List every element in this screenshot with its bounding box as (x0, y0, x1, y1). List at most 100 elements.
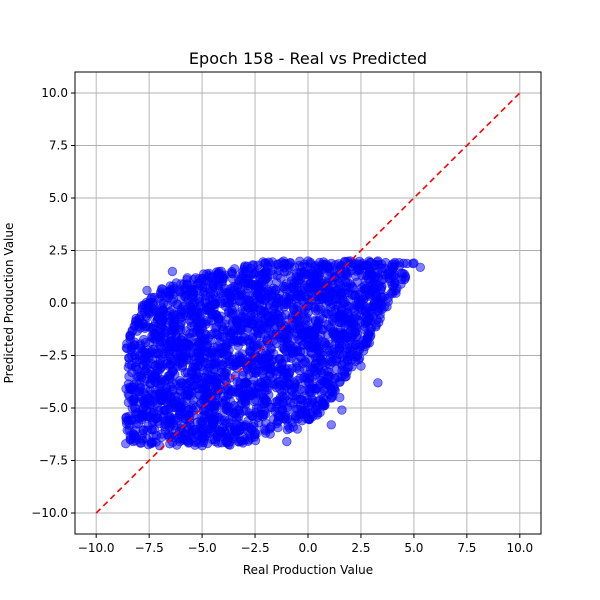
scatter-point (214, 426, 224, 437)
scatter-point (306, 387, 317, 398)
scatter-point (303, 413, 313, 424)
scatter-point (239, 262, 250, 273)
scatter-point (209, 434, 220, 445)
scatter-point (151, 374, 162, 384)
scatter-point (263, 268, 273, 278)
scatter-point (283, 421, 293, 431)
scatter-points (121, 256, 426, 451)
scatter-point (323, 321, 333, 331)
scatter-point (225, 418, 235, 428)
scatter-point (326, 420, 337, 430)
scatter-point (193, 284, 204, 294)
scatter-point (181, 378, 191, 389)
scatter-point (223, 434, 234, 445)
scatter-point (161, 384, 172, 394)
scatter-point (232, 337, 243, 347)
scatter-point (334, 377, 345, 387)
scatter-point (152, 348, 162, 359)
scatter-point (314, 314, 325, 324)
scatter-point (298, 309, 309, 319)
scatter-point (237, 357, 248, 367)
scatter-point (280, 367, 290, 378)
scatter-point (166, 340, 176, 350)
scatter-point (156, 429, 167, 439)
scatter-point (259, 409, 269, 420)
scatter-point (165, 360, 176, 370)
scatter-point (223, 383, 233, 393)
scatter-point (355, 297, 366, 308)
scatter-point (292, 293, 302, 303)
scatter-point (245, 346, 255, 357)
scatter-point (232, 282, 243, 292)
scatter-point (275, 318, 286, 328)
scatter-point (342, 332, 353, 343)
scatter-point (133, 387, 143, 397)
scatter-point (365, 291, 375, 302)
scatter-point (288, 320, 298, 331)
scatter-point (247, 260, 258, 270)
scatter-point (130, 353, 141, 363)
scatter-point (154, 441, 165, 451)
scatter-point (200, 372, 211, 382)
scatter-point (143, 393, 154, 403)
scatter-point (121, 439, 131, 449)
scatter-point (167, 266, 178, 277)
scatter-point (260, 428, 271, 438)
y-tick-label: 5.0 (49, 191, 68, 205)
scatter-point (330, 331, 340, 342)
scatter-point (177, 344, 187, 355)
scatter-point (283, 405, 293, 415)
scatter-point (260, 258, 271, 268)
scatter-point (310, 336, 320, 346)
y-axis-label: Predicted Production Value (2, 223, 16, 384)
scatter-point (380, 263, 390, 273)
scatter-point (234, 401, 244, 411)
scatter-point (188, 395, 199, 406)
scatter-point (345, 346, 355, 356)
y-tick-label: −10.0 (31, 506, 68, 520)
scatter-point (178, 353, 189, 363)
scatter-point (290, 382, 300, 392)
scatter-point (147, 359, 157, 369)
scatter-point (217, 332, 228, 342)
scatter-point (154, 315, 165, 325)
scatter-point (215, 415, 225, 425)
axis-ticks: −10.0 −7.5 −5.0 −2.5 0.0 2.5 5.0 7.5 10.0 10.0 7.5… (31, 86, 533, 555)
x-tick-label: −5.0 (188, 541, 217, 555)
scatter-point (273, 416, 283, 426)
scatter-point (283, 352, 294, 363)
scatter-point (311, 322, 322, 332)
scatter-point (235, 321, 245, 332)
scatter-point (121, 343, 132, 353)
y-tick-label: 7.5 (49, 139, 68, 153)
scatter-point (299, 347, 309, 358)
scatter-point (337, 359, 347, 370)
scatter-point (260, 307, 270, 317)
scatter-point (247, 279, 257, 290)
scatter-point (233, 412, 244, 422)
scatter-point (292, 363, 302, 373)
scatter-point (140, 337, 151, 348)
scatter-point (152, 412, 163, 423)
scatter-point (157, 303, 168, 313)
scatter-point (248, 388, 259, 399)
scatter-point (364, 338, 375, 348)
scatter-point (140, 366, 151, 376)
scatter-point (221, 341, 231, 352)
scatter-point (206, 392, 217, 402)
scatter-point (136, 411, 147, 422)
x-tick-label: −2.5 (240, 541, 269, 555)
scatter-point (373, 256, 383, 266)
scatter-point (275, 384, 285, 394)
scatter-point (313, 353, 323, 363)
scatter-point (135, 438, 145, 448)
scatter-point (133, 371, 144, 382)
scatter-point (197, 441, 207, 451)
scatter-point (160, 419, 170, 429)
x-tick-label: −7.5 (135, 541, 164, 555)
scatter-point (351, 310, 362, 320)
scatter-point (239, 434, 250, 445)
scatter-point (377, 304, 387, 315)
scatter-point (134, 321, 144, 331)
scatter-point (165, 287, 176, 298)
